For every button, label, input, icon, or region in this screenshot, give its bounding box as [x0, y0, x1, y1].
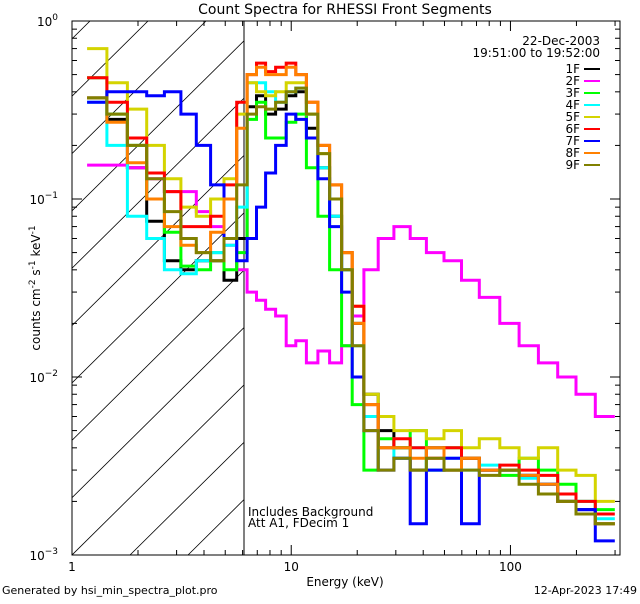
hatch-line — [72, 326, 244, 499]
hatch-line — [72, 21, 91, 40]
y-tick-label: 10−1 — [29, 191, 58, 207]
legend-time-range: 19:51:00 to 19:52:00 — [473, 46, 600, 60]
footer-timestamp: 12-Apr-2023 17:49 — [534, 584, 637, 597]
y-tick-label: 10−3 — [29, 547, 58, 563]
x-tick-label: 1 — [68, 560, 76, 574]
hatch-line — [72, 269, 244, 441]
hatch-line — [72, 212, 244, 384]
x-tick-label: 10 — [284, 560, 299, 574]
hatch-line — [129, 441, 244, 555]
chart-title: Count Spectra for RHESSI Front Segments — [198, 2, 492, 18]
legend-date: 22-Dec-2003 — [522, 34, 600, 48]
series-line-9f — [87, 86, 615, 526]
legend-label-9f: 9F — [565, 158, 580, 172]
x-axis-label: Energy (keV) — [306, 575, 383, 589]
hatch-line — [72, 40, 244, 212]
annotation-attenuator: Att A1, FDecim 1 — [248, 516, 349, 530]
plot-frame — [71, 20, 621, 556]
legend-label-8f: 8F — [565, 146, 580, 160]
hatch-line — [72, 384, 244, 555]
y-tick-label: 10−2 — [29, 369, 58, 385]
footer-generated-by: Generated by hsi_min_spectra_plot.pro — [2, 584, 218, 597]
y-tick-label: 100 — [37, 13, 58, 29]
hatch-line — [594, 21, 640, 555]
hatch-line — [72, 154, 244, 327]
legend-label-2f: 2F — [565, 74, 580, 88]
legend-label-3f: 3F — [565, 86, 580, 100]
hatched-region — [72, 21, 640, 555]
legend-label-7f: 7F — [565, 134, 580, 148]
annotation-background: Includes Background — [248, 505, 373, 519]
y-axis-label: counts cm-2 s-1 keV-1 — [28, 225, 43, 350]
legend-label-6f: 6F — [565, 122, 580, 136]
hatch-line — [72, 21, 207, 155]
legend-label-4f: 4F — [565, 98, 580, 112]
hatch-line — [72, 97, 244, 269]
legend-label-5f: 5F — [565, 110, 580, 124]
x-tick-label: 100 — [499, 560, 522, 574]
legend-label-1f: 1F — [565, 62, 580, 76]
